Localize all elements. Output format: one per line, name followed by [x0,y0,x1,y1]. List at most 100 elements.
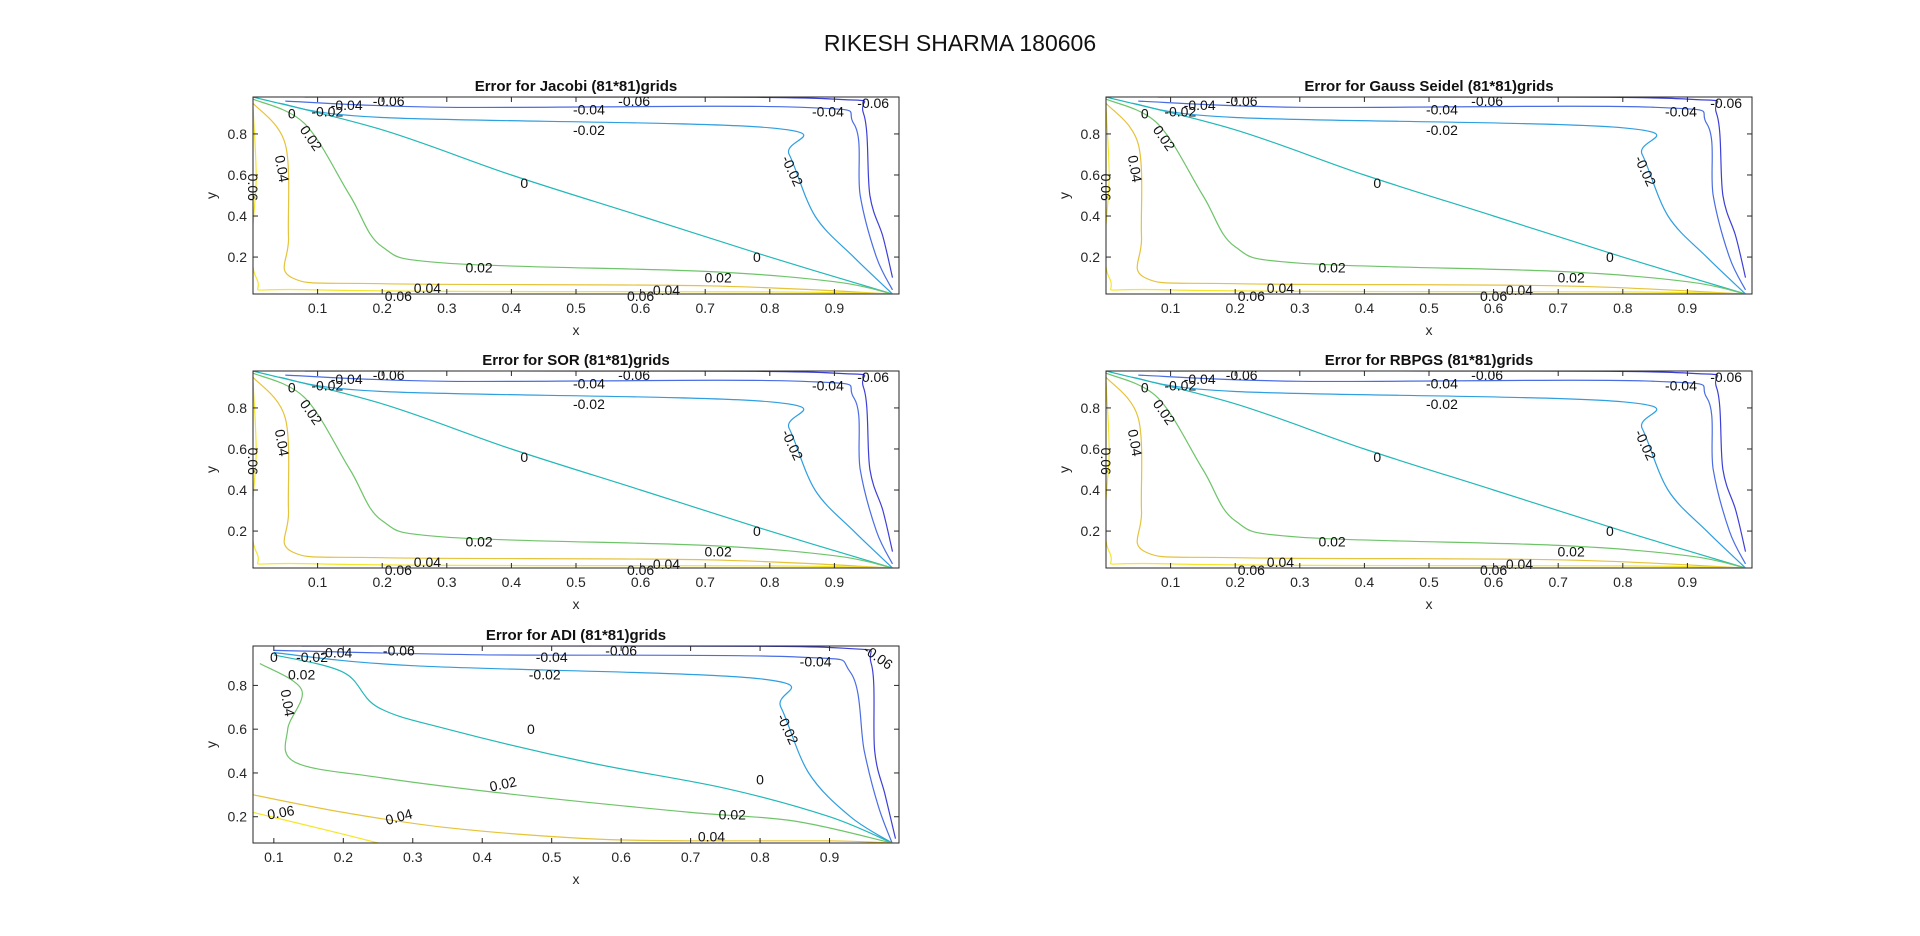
contour-lines [253,371,894,568]
contour-line [278,102,893,294]
contour-label: -0.04 [573,375,605,391]
subplot-4: -0.06 -0.06 -0.06-0.04 -0.04 -0.04-0.02-0.02… [1056,352,1753,612]
x-tick-label: 0.9 [825,574,845,590]
x-tick-label: 0.5 [1419,574,1439,590]
y-tick-label: 0.2 [228,809,248,825]
x-tick-label: 0.8 [760,300,780,316]
contour-label: -0.06 [618,93,650,109]
y-tick-label: 0.6 [228,721,248,737]
x-tick-label: 0.4 [1355,574,1375,590]
contour-line [1106,98,1746,294]
contour-label: 0 [520,449,528,465]
subplot-title: Error for Gauss Seidel (81*81)grids [1304,78,1553,95]
contour-label: -0.02 [1164,377,1196,393]
contour-line [285,100,894,291]
x-tick-label: 0.1 [308,300,328,316]
x-tick-label: 0.2 [372,300,392,316]
contour-label: 0.02 [704,270,731,286]
contour-label: -0.04 [800,653,832,669]
subplot-title: Error for SOR (81*81)grids [482,352,670,369]
contour-label: -0.02 [296,649,328,665]
y-tick-label: 0.8 [228,677,248,693]
contour-lines [253,646,897,843]
contour-label: -0.06 [373,93,405,109]
y-tick-label: 0.4 [1081,482,1101,498]
contour-label: -0.04 [812,377,844,393]
contour-label: 0 [753,523,761,539]
contour-line [253,372,893,568]
contour-label: 0.06 [1480,288,1507,304]
contour-label: 0.04 [1125,428,1146,458]
contour-label: 0.02 [488,773,518,794]
y-tick-label: 0.2 [228,523,248,539]
contour-label: 0.04 [272,154,293,184]
contour-line [1106,376,1746,568]
contour-label: 0.06 [385,288,412,304]
contour-line [285,374,894,565]
y-tick-label: 0.6 [1081,441,1101,457]
contour-line [1106,102,1746,294]
subplot-title: Error for Jacobi (81*81)grids [475,78,678,95]
x-tick-label: 0.5 [566,300,586,316]
y-tick-label: 0.2 [228,249,248,265]
x-tick-label: 0.3 [403,849,423,865]
y-axis-label: y [1056,192,1072,199]
contour-label: -0.02 [573,396,605,412]
subplot-title: Error for ADI (81*81)grids [486,627,666,644]
contour-line [1131,376,1746,568]
x-tick-label: 0.8 [1613,574,1633,590]
contour-label: -0.02 [1426,396,1458,412]
contour-line [253,811,379,843]
contour-label: 0 [753,249,761,265]
x-tick-label: 0.4 [502,300,522,316]
contour-label: 0.04 [277,688,298,718]
contour-line [1106,372,1746,568]
y-axis-label: y [1056,466,1072,473]
x-tick-label: 0.3 [437,300,457,316]
contour-line [253,98,893,294]
x-tick-label: 0.3 [1290,300,1310,316]
x-tick-label: 0.3 [1290,574,1310,590]
contour-label: 0.02 [465,533,492,549]
contour-label: 0.02 [719,807,746,823]
contour-label: -0.04 [331,371,363,387]
x-tick-label: 0.1 [1161,574,1181,590]
contour-label: 0 [288,379,296,395]
contour-label: 0.06 [1238,288,1265,304]
contour-label: 0 [1606,523,1614,539]
contour-lines [253,97,894,294]
contour-label: -0.04 [812,103,844,119]
plot-area [253,646,899,843]
y-axis-label: y [203,466,219,473]
x-tick-label: 0.5 [542,849,562,865]
subplot-3: -0.06 -0.06 -0.06-0.04 -0.04 -0.04-0.02-0.02… [203,352,900,612]
contour-line [304,97,894,278]
x-tick-label: 0.4 [472,849,492,865]
contour-label: 0.06 [627,288,654,304]
x-axis-label: x [1426,322,1433,338]
contour-label: -0.04 [331,97,363,113]
y-tick-label: 0.4 [228,765,248,781]
contour-label: -0.06 [1471,93,1503,109]
x-tick-label: 0.4 [502,574,522,590]
contour-label: 0.04 [272,428,293,458]
contour-line [253,376,893,568]
contour-label: 0 [527,721,535,737]
figure-title: RIKESH SHARMA 180606 [823,30,1097,56]
contour-label: 0.04 [1506,556,1533,572]
contour-label: 0 [1141,105,1149,121]
contour-line [1157,371,1747,552]
x-tick-label: 0.6 [1484,300,1504,316]
contour-label: -0.06 [1471,367,1503,383]
contour-label: -0.04 [1184,371,1216,387]
x-tick-label: 0.6 [1484,574,1504,590]
contour-label: -0.06 [383,642,415,658]
x-tick-label: 0.5 [566,574,586,590]
x-tick-label: 0.5 [1419,300,1439,316]
y-tick-label: 0.2 [1081,523,1101,539]
contour-label: 0.04 [698,828,725,844]
contour-label: 0.04 [414,554,441,570]
contour-label: 0.02 [704,544,731,560]
contour-label: -0.06 [857,369,889,385]
contour-label: -0.04 [1426,101,1458,117]
